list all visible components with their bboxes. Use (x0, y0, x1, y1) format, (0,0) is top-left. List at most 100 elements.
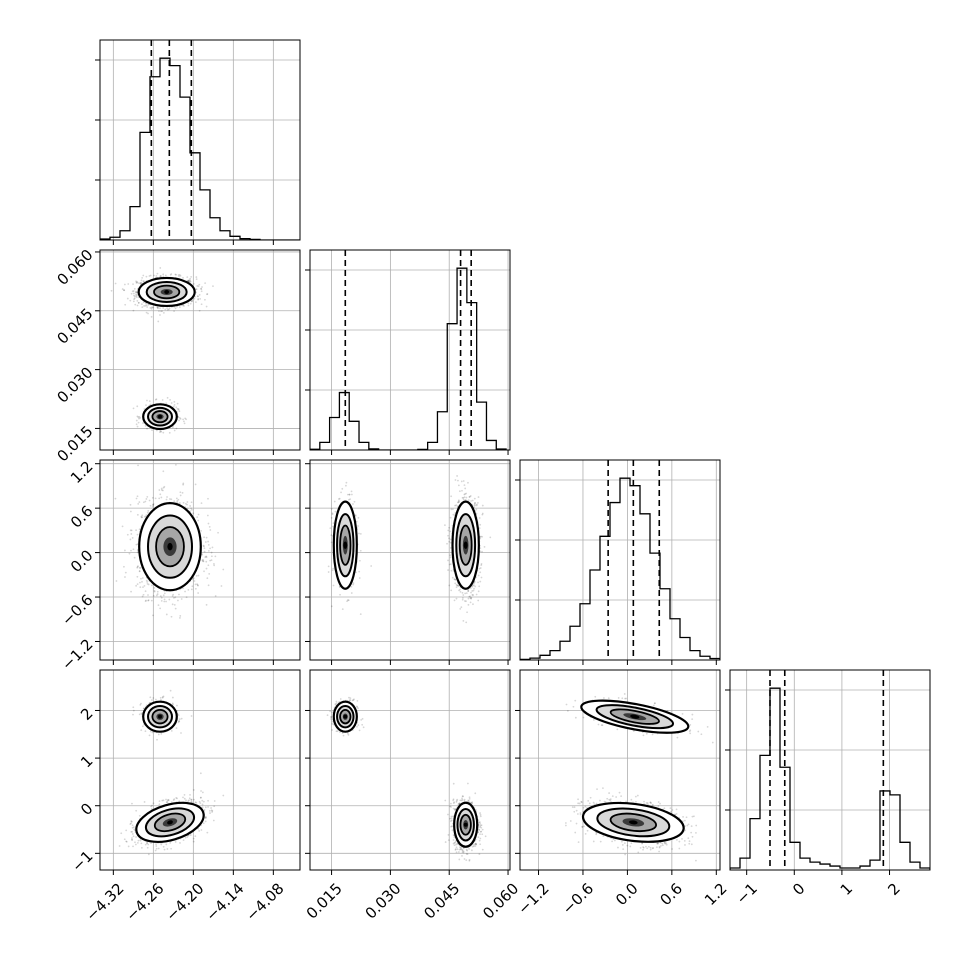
scatter-point (463, 496, 466, 499)
scatter-point (470, 500, 473, 502)
scatter-point (138, 528, 141, 531)
scatter-point (150, 599, 153, 602)
scatter-point (179, 306, 181, 309)
scatter-point (150, 584, 153, 587)
histogram-step (310, 267, 507, 450)
scatter-point (148, 275, 151, 277)
scatter-point (170, 273, 173, 275)
scatter-point (197, 513, 200, 516)
scatter-point (474, 501, 477, 504)
scatter-point (159, 307, 161, 310)
scatter-point (205, 603, 208, 606)
scatter-point (206, 577, 209, 580)
scatter-point (161, 399, 164, 401)
scatter-point (124, 549, 126, 552)
scatter-point (476, 501, 479, 504)
scatter-point (182, 501, 185, 504)
scatter-point (208, 525, 211, 528)
scatter-point (126, 297, 129, 300)
scatter-point (146, 582, 149, 585)
scatter-point (146, 427, 148, 430)
scatter-point (193, 297, 196, 300)
scatter-point (144, 304, 147, 307)
scatter-point (157, 320, 160, 323)
scatter-point (469, 597, 472, 599)
scatter-point (166, 496, 168, 498)
scatter-point (457, 484, 460, 487)
scatter-point (178, 273, 181, 276)
scatter-point (456, 505, 459, 508)
scatter-point (136, 425, 139, 428)
scatter-point (197, 574, 200, 577)
scatter-point (205, 536, 208, 539)
scatter-point (142, 301, 145, 304)
scatter-point (137, 301, 140, 304)
scatter-point (179, 617, 181, 619)
scatter-point (468, 595, 471, 598)
scatter-point (205, 560, 208, 563)
scatter-point (176, 402, 179, 405)
scatter-point (132, 290, 135, 292)
scatter-point (481, 550, 483, 553)
scatter-point (457, 499, 460, 502)
scatter-point (334, 510, 337, 513)
scatter-point (455, 586, 458, 589)
scatter-point (330, 541, 333, 544)
scatter-point (145, 404, 147, 407)
scatter-point (189, 280, 192, 283)
scatter-point (200, 303, 203, 306)
scatter-point (163, 592, 166, 595)
scatter-point (156, 306, 159, 309)
scatter-point (182, 304, 185, 306)
panel-frame (99, 459, 301, 661)
scatter-point (136, 293, 139, 296)
scatter-point (462, 620, 465, 622)
scatter-point (450, 495, 453, 498)
scatter-point (153, 587, 156, 589)
scatter-point (483, 545, 486, 548)
scatter-point (464, 592, 467, 595)
scatter-point (473, 503, 476, 506)
scatter-point (446, 542, 448, 545)
scatter-point (197, 584, 199, 587)
scatter-point (136, 566, 139, 569)
scatter-point (160, 489, 163, 491)
scatter-point (479, 523, 482, 526)
scatter-point (135, 419, 138, 422)
scatter-point (110, 289, 113, 292)
scatter-point (471, 585, 474, 588)
scatter-point (473, 581, 476, 584)
scatter-point (139, 417, 142, 419)
scatter-point (132, 709, 135, 712)
scatter-point (129, 529, 132, 532)
scatter-point (170, 615, 173, 618)
scatter-point (199, 297, 202, 300)
scatter-point (138, 417, 140, 420)
scatter-point (357, 516, 360, 519)
density-peak (167, 542, 173, 551)
scatter-point (458, 589, 460, 592)
scatter-point (210, 551, 213, 554)
scatter-point (144, 424, 147, 427)
scatter-point (153, 590, 156, 593)
scatter-point (141, 516, 144, 519)
scatter-point (152, 614, 154, 617)
scatter-point (467, 590, 470, 592)
scatter-panel (99, 459, 301, 661)
scatter-point (152, 504, 155, 507)
scatter-point (123, 289, 125, 292)
scatter-point (447, 534, 449, 537)
scatter-point (332, 525, 334, 528)
scatter-point (196, 285, 199, 287)
scatter-point (141, 276, 144, 279)
scatter-point (133, 297, 136, 300)
scatter-point (465, 600, 467, 603)
scatter-point (449, 554, 452, 557)
scatter-point (327, 571, 330, 573)
scatter-point (177, 408, 180, 411)
scatter-point (459, 607, 462, 610)
scatter-point (184, 502, 187, 505)
scatter-point (465, 592, 468, 595)
scatter-point (176, 407, 179, 410)
scatter-point (177, 274, 180, 276)
